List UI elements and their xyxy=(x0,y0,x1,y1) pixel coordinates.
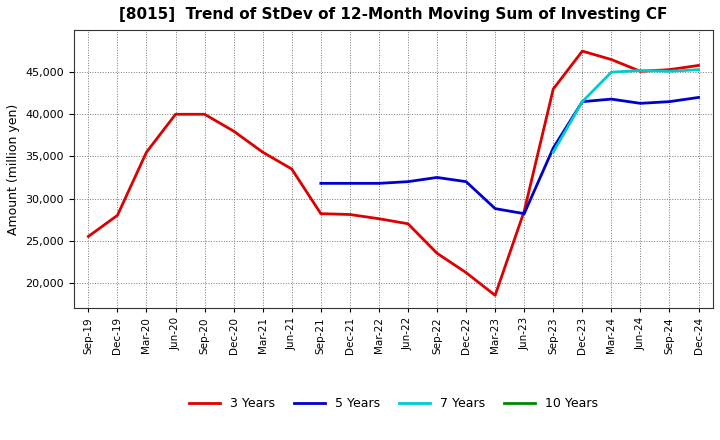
Legend: 3 Years, 5 Years, 7 Years, 10 Years: 3 Years, 5 Years, 7 Years, 10 Years xyxy=(184,392,603,415)
Title: [8015]  Trend of StDev of 12-Month Moving Sum of Investing CF: [8015] Trend of StDev of 12-Month Moving… xyxy=(120,7,667,22)
Y-axis label: Amount (million yen): Amount (million yen) xyxy=(7,103,20,235)
